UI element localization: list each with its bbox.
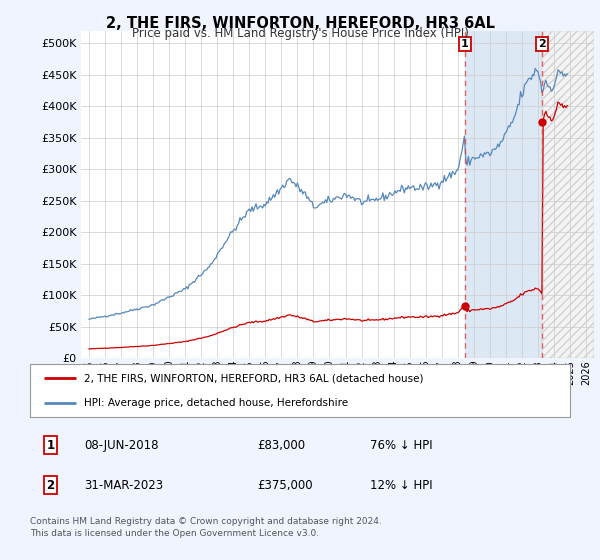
Text: 76% ↓ HPI: 76% ↓ HPI (370, 439, 433, 452)
Text: £375,000: £375,000 (257, 479, 313, 492)
Text: 1: 1 (461, 39, 469, 49)
Bar (542, 31, 594, 358)
Text: 31-MAR-2023: 31-MAR-2023 (84, 479, 163, 492)
Text: 1: 1 (46, 439, 55, 452)
Text: 2, THE FIRS, WINFORTON, HEREFORD, HR3 6AL: 2, THE FIRS, WINFORTON, HEREFORD, HR3 6A… (106, 16, 494, 31)
Bar (465, 31, 542, 358)
Text: Contains HM Land Registry data © Crown copyright and database right 2024.: Contains HM Land Registry data © Crown c… (30, 517, 382, 526)
Bar (542, 31, 594, 358)
Text: 2: 2 (46, 479, 55, 492)
Text: HPI: Average price, detached house, Herefordshire: HPI: Average price, detached house, Here… (84, 398, 348, 408)
Text: 12% ↓ HPI: 12% ↓ HPI (370, 479, 433, 492)
Text: £83,000: £83,000 (257, 439, 305, 452)
Bar (542, 31, 594, 358)
Text: Price paid vs. HM Land Registry's House Price Index (HPI): Price paid vs. HM Land Registry's House … (131, 27, 469, 40)
Text: This data is licensed under the Open Government Licence v3.0.: This data is licensed under the Open Gov… (30, 529, 319, 538)
Text: 2: 2 (538, 39, 546, 49)
Text: 2, THE FIRS, WINFORTON, HEREFORD, HR3 6AL (detached house): 2, THE FIRS, WINFORTON, HEREFORD, HR3 6A… (84, 374, 424, 384)
Text: 08-JUN-2018: 08-JUN-2018 (84, 439, 158, 452)
